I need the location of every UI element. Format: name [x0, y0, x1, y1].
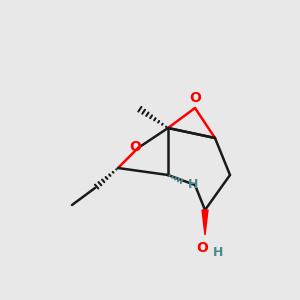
Text: H: H [213, 245, 224, 259]
Text: O: O [189, 91, 201, 105]
Text: O: O [196, 241, 208, 255]
Text: O: O [129, 140, 141, 154]
Text: H: H [188, 178, 198, 191]
Polygon shape [202, 210, 208, 235]
